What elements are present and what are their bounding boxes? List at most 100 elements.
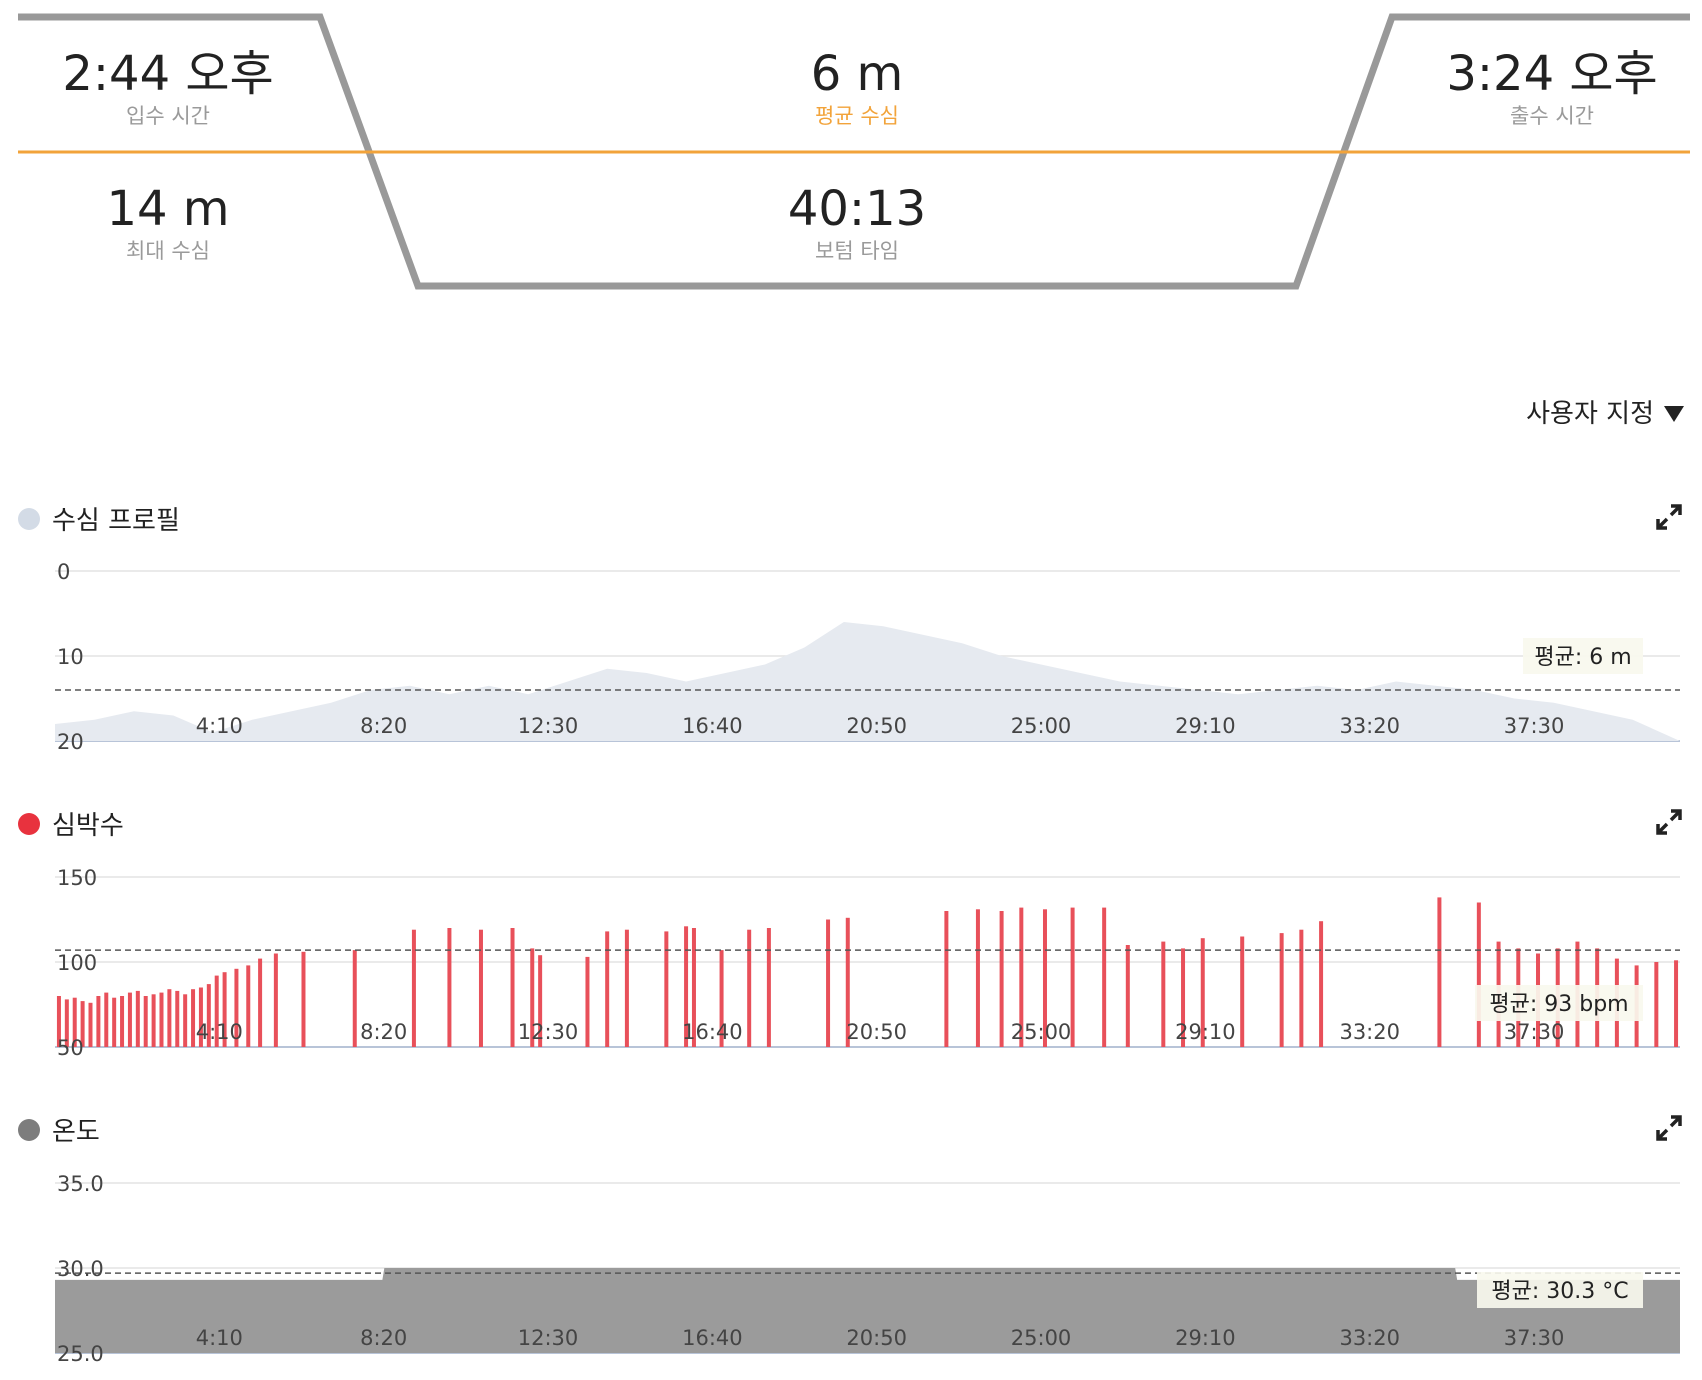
heart-ytick-label: 100 xyxy=(57,951,97,975)
heart-bar xyxy=(135,990,140,1047)
entry-time-label: 입수 시간 xyxy=(126,104,210,128)
temp-title: 온도 xyxy=(52,1117,100,1147)
depth-xtick-label: 12:30 xyxy=(518,714,579,738)
heart-bar xyxy=(88,1002,93,1047)
heart-bar xyxy=(1319,921,1324,1047)
heart-bar xyxy=(411,929,416,1047)
temp-xtick-label: 25:00 xyxy=(1011,1326,1072,1350)
heart-ytick-label: 50 xyxy=(57,1036,84,1060)
depth-xtick-label: 16:40 xyxy=(682,714,743,738)
heart-bar xyxy=(143,996,148,1047)
heart-bar xyxy=(56,996,61,1047)
heart-bar xyxy=(222,972,227,1047)
heart-bar xyxy=(167,989,172,1047)
temp-xtick-label: 4:10 xyxy=(196,1326,243,1350)
exit-time-label: 출수 시간 xyxy=(1510,104,1594,128)
bottom-time-value: 40:13 xyxy=(787,181,927,237)
depth-xtick-label: 20:50 xyxy=(846,714,907,738)
depth-avg-label: 평균: 6 m xyxy=(1534,645,1631,670)
heart-bar xyxy=(1125,945,1130,1047)
heart-bar xyxy=(1042,909,1047,1047)
heart-xtick-label: 4:10 xyxy=(196,1020,243,1044)
heart-xtick-label: 29:10 xyxy=(1175,1020,1236,1044)
temp-area xyxy=(55,1268,1680,1353)
heart-bar xyxy=(975,909,980,1047)
heart-avg-box xyxy=(1475,985,1643,1021)
temp-xtick-label: 20:50 xyxy=(846,1326,907,1350)
heart-bar xyxy=(664,931,669,1047)
heart-bar xyxy=(1674,960,1679,1047)
heart-ytick-label: 150 xyxy=(57,866,97,890)
heart-bar xyxy=(206,984,211,1047)
heart-section-header: 심박수 xyxy=(18,805,124,842)
heart-bar xyxy=(691,928,696,1047)
depth-xtick-label: 8:20 xyxy=(360,714,407,738)
heart-xtick-label: 25:00 xyxy=(1011,1020,1072,1044)
temp-expand-icon[interactable] xyxy=(1654,1113,1684,1143)
depth-ytick-label: 10 xyxy=(57,645,84,669)
heart-bar xyxy=(127,992,132,1047)
heart-xtick-label: 33:20 xyxy=(1339,1020,1400,1044)
temp-ytick-label: 30.0 xyxy=(57,1257,104,1281)
heart-bar xyxy=(234,968,239,1047)
heart-bar xyxy=(1102,907,1107,1047)
depth-avg-box xyxy=(1523,638,1643,674)
temp-xtick-label: 12:30 xyxy=(518,1326,579,1350)
heart-bar xyxy=(585,956,590,1047)
depth-expand-icon[interactable] xyxy=(1654,502,1684,532)
heart-bar xyxy=(198,987,203,1047)
heart-bar xyxy=(1299,929,1304,1047)
heart-bar xyxy=(112,997,117,1047)
heart-bar xyxy=(96,996,101,1047)
exit-time-value: 3:24 오후 xyxy=(1446,46,1658,102)
depth-title: 수심 프로필 xyxy=(52,506,180,536)
temp-xtick-label: 33:20 xyxy=(1339,1326,1400,1350)
heart-title: 심박수 xyxy=(52,811,124,841)
heart-bar xyxy=(478,929,483,1047)
heart-legend-dot xyxy=(18,812,40,835)
customize-dropdown[interactable]: 사용자 지정 xyxy=(1526,393,1684,430)
temp-avg-label: 평균: 30.3 °C xyxy=(1491,1279,1628,1304)
heart-bar xyxy=(447,928,452,1047)
depth-xtick-label: 4:10 xyxy=(196,714,243,738)
heart-bar xyxy=(624,929,629,1047)
heart-bar xyxy=(1654,962,1659,1047)
temp-ytick-label: 35.0 xyxy=(57,1172,104,1196)
heart-xtick-label: 12:30 xyxy=(518,1020,579,1044)
depth-xtick-label: 33:20 xyxy=(1339,714,1400,738)
heart-bar xyxy=(72,997,77,1047)
depth-xtick-label: 25:00 xyxy=(1011,714,1072,738)
max-depth-label: 최대 수심 xyxy=(126,239,210,263)
heart-bar xyxy=(1279,933,1284,1047)
heart-bar xyxy=(1019,907,1024,1047)
heart-expand-icon[interactable] xyxy=(1654,807,1684,837)
heart-xtick-label: 20:50 xyxy=(846,1020,907,1044)
heart-bar xyxy=(104,992,109,1047)
heart-bar xyxy=(510,928,515,1047)
heart-bar xyxy=(64,999,69,1047)
heart-bar xyxy=(1437,897,1442,1047)
heart-bar xyxy=(1240,936,1245,1047)
heart-bar xyxy=(684,926,689,1047)
avg-depth-value: 6 m xyxy=(810,46,904,102)
heart-bar xyxy=(845,917,850,1047)
depth-ytick-label: 20 xyxy=(57,730,84,754)
heart-bar xyxy=(999,911,1004,1047)
depth-xtick-label: 37:30 xyxy=(1504,714,1565,738)
profile-outline xyxy=(18,13,1690,290)
heart-bar xyxy=(1070,907,1075,1047)
heart-bar xyxy=(1200,938,1205,1047)
temp-xtick-label: 29:10 xyxy=(1175,1326,1236,1350)
temp-xtick-label: 37:30 xyxy=(1504,1326,1565,1350)
depth-section-header: 수심 프로필 xyxy=(18,500,180,537)
dive-profile-graphic xyxy=(18,13,1690,290)
temp-xtick-label: 8:20 xyxy=(360,1326,407,1350)
depth-xtick-label: 29:10 xyxy=(1175,714,1236,738)
heart-avg-label: 평균: 93 bpm xyxy=(1489,992,1628,1017)
heart-bar xyxy=(80,1001,85,1047)
heart-bar xyxy=(258,958,263,1047)
heart-bar xyxy=(719,950,724,1047)
heart-bar xyxy=(214,975,219,1047)
temp-section-header: 온도 xyxy=(18,1111,100,1148)
